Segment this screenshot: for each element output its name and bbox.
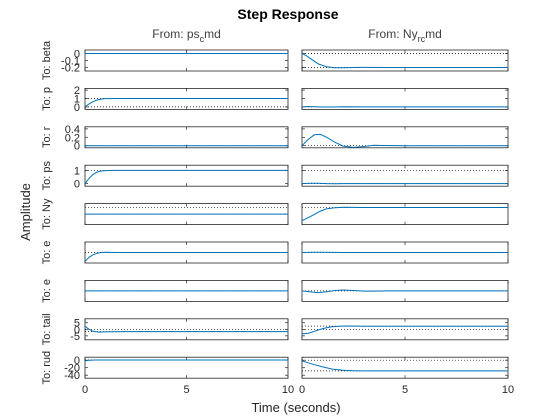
y-tick-label: -20 [64, 363, 80, 375]
column-header: From: pscmd [152, 27, 221, 44]
panel-frame [301, 88, 509, 110]
panel-frame [301, 126, 509, 149]
row-label: To: r [41, 126, 53, 148]
y-tick-label: 0 [74, 324, 80, 336]
y-tick-label: 0 [74, 179, 80, 191]
panel-frame [84, 164, 289, 187]
row-label: To: Ny [41, 198, 53, 230]
x-axis-label: Time (seconds) [251, 400, 340, 415]
row-label: To: rud [41, 351, 53, 385]
row-label: To: beta [41, 40, 53, 80]
response-line [84, 98, 288, 108]
y-tick-label: 0 [74, 141, 80, 153]
row-label: To: tail [41, 313, 53, 345]
panel-frame [301, 203, 509, 226]
response-line [301, 360, 508, 372]
row-label: To: p [41, 87, 53, 111]
row-label: To: ps [41, 161, 53, 191]
y-tick-label: 0 [74, 49, 80, 61]
response-line [84, 359, 288, 362]
y-tick-label: -40 [64, 370, 80, 382]
panel-frame [301, 164, 509, 187]
x-tick-label: 10 [502, 384, 514, 396]
response-line [301, 206, 508, 222]
row-label: To: e [41, 279, 53, 303]
y-tick-label: -0.2 [61, 63, 80, 75]
x-tick-label: 10 [282, 384, 294, 396]
row-label: To: e [41, 241, 53, 265]
response-line [301, 182, 508, 185]
y-tick-label: 2 [74, 85, 80, 97]
response-line [301, 53, 508, 69]
response-line [301, 325, 508, 335]
y-axis-label: Amplitude [18, 183, 33, 241]
panel-frame [84, 126, 289, 149]
column-header: From: Nyrcmd [368, 27, 442, 44]
y-tick-label: 0 [74, 102, 80, 114]
response-line [84, 325, 288, 333]
response-line [301, 289, 508, 294]
y-tick-label: 1 [74, 93, 80, 105]
x-tick-label: 0 [299, 384, 305, 396]
y-tick-label: -5 [70, 331, 80, 343]
y-tick-label: 1 [74, 165, 80, 177]
y-tick-label: -0.1 [61, 56, 80, 68]
y-tick-label: 5 [74, 318, 80, 330]
response-line [301, 105, 508, 108]
x-tick-label: 5 [402, 384, 408, 396]
response-line [301, 133, 508, 148]
x-tick-label: 5 [183, 384, 189, 396]
y-tick-label: 0 [74, 355, 80, 367]
y-tick-label: 0.2 [65, 132, 80, 144]
y-tick-label: 0.4 [65, 124, 80, 136]
response-line [84, 251, 288, 262]
chart-title: Step Response [237, 6, 338, 22]
x-tick-label: 0 [82, 384, 88, 396]
response-line [84, 169, 288, 184]
